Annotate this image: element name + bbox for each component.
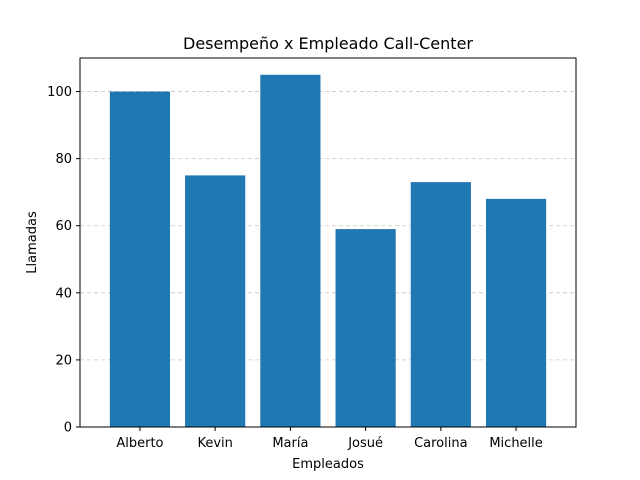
bar-4 xyxy=(410,182,471,427)
y-tick-label: 20 xyxy=(55,353,72,368)
bar-3 xyxy=(335,229,396,427)
bar-0 xyxy=(109,91,171,427)
y-tick-label: 60 xyxy=(55,219,72,234)
x-tick-label: Michelle xyxy=(489,436,542,451)
bars xyxy=(109,74,547,427)
y-axis-label: Llamadas xyxy=(25,211,40,274)
plot-frame xyxy=(79,57,577,428)
y-tick-label: 100 xyxy=(47,85,72,100)
x-tick-label: María xyxy=(272,436,308,451)
x-tick-label: Carolina xyxy=(414,436,468,451)
y-axis-ticks: 0 20 40 60 80 100 xyxy=(47,85,80,436)
x-axis-label: Empleados xyxy=(292,457,364,472)
x-tick-label: Kevin xyxy=(197,436,232,451)
bar-2 xyxy=(260,74,321,427)
bar-1 xyxy=(185,175,246,427)
chart-title: Desempeño x Empleado Call-Center xyxy=(183,34,473,53)
x-tick-label: Josué xyxy=(347,436,383,451)
y-tick-label: 0 xyxy=(64,421,72,436)
y-tick-label: 80 xyxy=(55,152,72,167)
y-tick-label: 40 xyxy=(55,286,72,301)
x-axis-ticks: Alberto Kevin María Josué Carolina Michelle xyxy=(116,427,543,451)
x-tick-label: Alberto xyxy=(116,436,163,451)
bar-5 xyxy=(485,198,547,427)
